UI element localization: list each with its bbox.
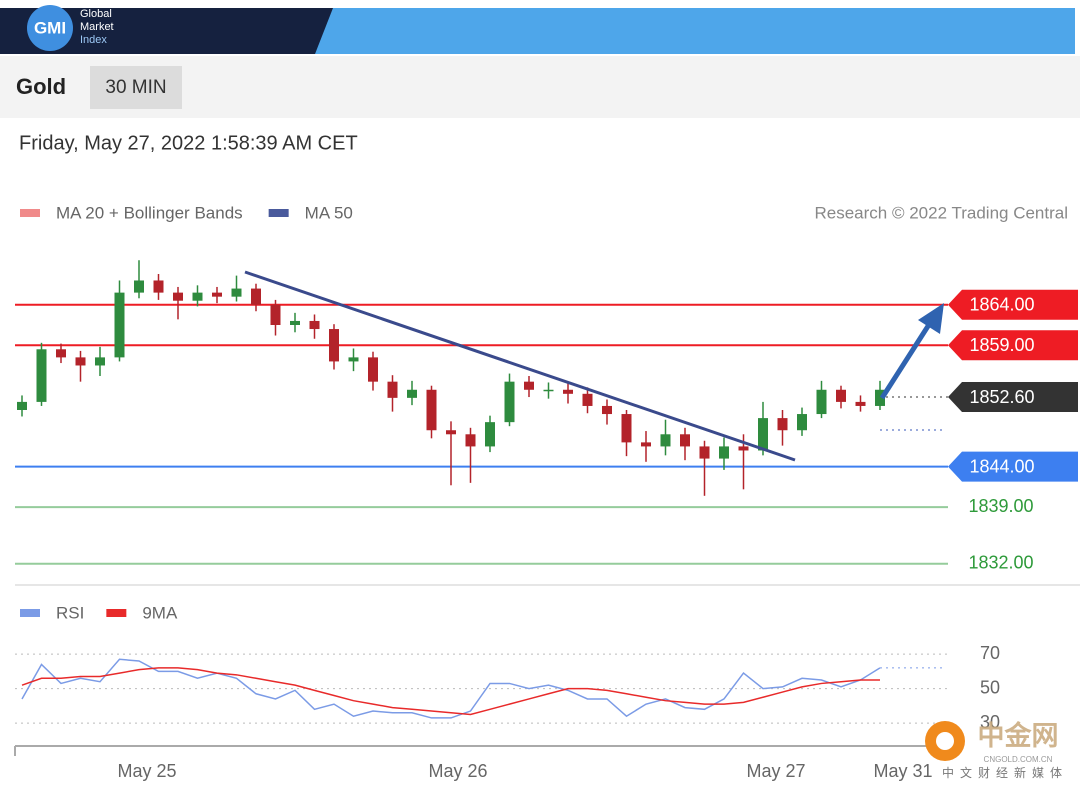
level-box <box>948 451 1078 482</box>
candle-body <box>680 434 690 447</box>
watermark-slogan: 中文财经新媒体 <box>942 765 1068 780</box>
trendline <box>244 270 796 462</box>
candle-body <box>504 381 515 423</box>
candle-body <box>816 389 827 415</box>
rsi-chart: RSI 9MA 70 50 30 <box>15 603 1000 732</box>
level-box <box>948 382 1078 413</box>
header-brand-bg <box>0 8 333 54</box>
candle-body <box>75 357 86 366</box>
level-label: 1844.00 <box>969 456 1034 476</box>
candle-body <box>251 288 261 305</box>
candle-body <box>836 389 846 402</box>
legend-label: MA 50 <box>305 203 353 222</box>
candle-body <box>758 418 768 451</box>
brand-line: Index <box>80 34 107 46</box>
x-tick-label: May 25 <box>117 761 176 781</box>
candle-body <box>875 389 885 406</box>
logo-circle <box>27 5 73 51</box>
level-box <box>948 289 1078 320</box>
candle-body <box>114 292 125 358</box>
candle-body <box>231 288 242 297</box>
candle-body <box>270 304 281 325</box>
level-label: 1859.00 <box>969 335 1034 355</box>
candle-body <box>719 446 729 459</box>
timestamp: Friday, May 27, 2022 1:58:39 AM CET <box>19 132 358 154</box>
watermark-site: CNGOLD.COM.CN <box>984 755 1053 764</box>
candle-body <box>56 349 66 358</box>
price-chart: MA 20 + Bollinger Bands MA 50 Research © 2… <box>15 203 1078 573</box>
level-label: 1839.00 <box>968 496 1033 516</box>
legend-swatch <box>20 209 40 217</box>
y-tick-label: 30 <box>980 712 1000 732</box>
candle-body <box>192 292 203 301</box>
candle-body <box>582 393 593 406</box>
forecast-arrow <box>879 321 933 400</box>
candle-body <box>329 329 339 362</box>
level-label: 1864.00 <box>969 295 1034 315</box>
rsi-line <box>21 658 881 719</box>
brand-line: Market <box>80 21 114 33</box>
level-label: 1832.00 <box>968 553 1033 573</box>
candle-body <box>134 280 144 293</box>
y-tick-label: 50 <box>980 677 1000 697</box>
legend-swatch <box>106 609 127 617</box>
x-tick-label: May 27 <box>746 761 805 781</box>
forecast-arrowhead <box>918 303 944 334</box>
legend-swatch <box>20 609 40 617</box>
candle-body <box>153 280 164 293</box>
candle-body <box>95 357 105 366</box>
interval-label[interactable]: 30 MIN <box>105 77 166 98</box>
header-bar <box>300 8 1075 54</box>
legend-label: RSI <box>56 603 84 622</box>
candle-body <box>387 381 398 398</box>
candle-body <box>348 357 359 362</box>
x-tick-label: May 26 <box>428 761 487 781</box>
candle-body <box>212 292 222 297</box>
watermark-name: 中金网 <box>978 720 1059 751</box>
candle-body <box>699 446 710 459</box>
candle-body <box>446 430 456 435</box>
interval-button[interactable] <box>90 66 182 109</box>
legend-swatch <box>268 209 289 217</box>
candle-body <box>563 389 573 394</box>
candle-body <box>173 292 183 301</box>
logo: GMI <box>34 18 66 37</box>
rsi-line <box>21 667 880 716</box>
x-tick-label: May 31 <box>873 761 932 781</box>
legend-label: 9MA <box>142 603 178 622</box>
candle-body <box>309 320 320 330</box>
candle-body <box>426 389 437 431</box>
candle-body <box>465 434 476 447</box>
instrument-name: Gold <box>16 74 66 99</box>
watermark-logo-inner <box>936 732 954 750</box>
candle-body <box>855 401 866 406</box>
candle-body <box>524 381 534 390</box>
credit: Research © 2022 Trading Central <box>815 203 1069 222</box>
candle-body <box>660 434 671 447</box>
candle-body <box>407 389 417 398</box>
candle-body <box>621 414 632 443</box>
brand-line: Global <box>80 8 112 20</box>
candle-body <box>738 446 749 451</box>
candle-body <box>485 422 495 447</box>
candle-body <box>36 349 47 402</box>
y-tick-label: 70 <box>980 643 1000 663</box>
level-box <box>948 330 1078 361</box>
candle-body <box>602 405 612 415</box>
candle-body <box>797 414 807 431</box>
candle-body <box>641 442 651 447</box>
candle-body <box>368 357 378 382</box>
legend-label: MA 20 + Bollinger Bands <box>56 203 243 222</box>
level-label: 1852.60 <box>969 387 1034 407</box>
candle-body <box>543 389 554 392</box>
candle-body <box>290 320 300 325</box>
labels: May 25 May 26 May 27 May 31 <box>117 761 932 781</box>
candle-body <box>17 401 27 410</box>
candle-body <box>777 418 788 431</box>
